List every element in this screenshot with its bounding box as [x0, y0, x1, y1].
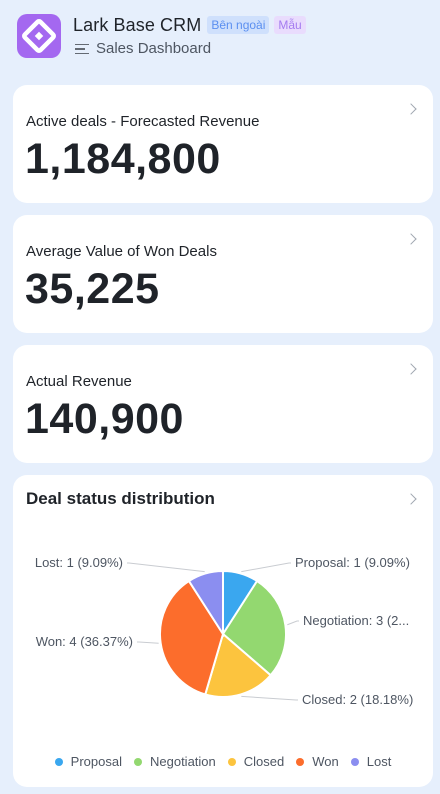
menu-icon[interactable]: [75, 43, 89, 55]
legend-item-won[interactable]: Won: [296, 754, 339, 769]
metric-card-actual-revenue[interactable]: Actual Revenue 140,900: [13, 345, 433, 463]
chevron-right-icon[interactable]: [405, 363, 417, 375]
pie-slice-negotiation[interactable]: [221, 579, 287, 677]
template-tag: Mẫu: [274, 16, 306, 34]
metric-label: Actual Revenue: [26, 373, 132, 390]
chart-card-deal-status[interactable]: Deal status distribution Proposal: 1 (9.…: [13, 475, 433, 787]
metric-label: Average Value of Won Deals: [26, 243, 217, 260]
legend-dot-icon: [350, 757, 359, 766]
data-label-proposal: Proposal: 1 (9.09%): [295, 555, 410, 570]
legend-dot-icon: [296, 757, 305, 766]
legend-dot-icon: [54, 757, 63, 766]
pie-slice-lost[interactable]: [187, 569, 224, 638]
chevron-right-icon[interactable]: [405, 103, 417, 115]
legend-label: Proposal: [70, 754, 122, 769]
pie-slice-won[interactable]: [159, 579, 225, 696]
data-label-closed: Closed: 2 (18.18%): [302, 692, 413, 707]
data-label-negotiation: Negotiation: 3 (2...: [303, 613, 409, 628]
leader-line: [137, 641, 159, 644]
legend-item-negotiation[interactable]: Negotiation: [133, 754, 216, 769]
legend-item-lost[interactable]: Lost: [350, 754, 392, 769]
pie-chart: Proposal: 1 (9.09%) Negotiation: 3 (2... C…: [35, 555, 413, 707]
dashboard-name: Sales Dashboard: [96, 40, 212, 57]
dashboard-selector[interactable]: Sales Dashboard: [75, 40, 211, 57]
chart-legend: Proposal Negotiation Closed Won Lost: [13, 754, 433, 769]
chart-title: Deal status distribution: [26, 489, 215, 508]
legend-label: Won: [312, 754, 339, 769]
app-title: Lark Base CRM: [73, 14, 202, 35]
app-logo-icon: [17, 14, 61, 58]
metric-value: 35,225: [25, 265, 160, 313]
metric-value: 1,184,800: [25, 135, 221, 183]
legend-item-closed[interactable]: Closed: [227, 754, 285, 769]
data-label-won: Won: 4 (36.37%): [36, 634, 133, 649]
external-tag: Bên ngoài: [207, 16, 270, 34]
leader-line: [241, 562, 291, 573]
legend-dot-icon: [227, 757, 236, 766]
leader-line: [287, 620, 299, 626]
leader-line: [127, 562, 205, 573]
header: Lark Base CRM Bên ngoài Mẫu Sales Dashbo…: [0, 0, 440, 78]
metric-card-forecasted-revenue[interactable]: Active deals - Forecasted Revenue 1,184,…: [13, 85, 433, 203]
chevron-right-icon[interactable]: [405, 233, 417, 245]
legend-label: Negotiation: [149, 754, 216, 769]
legend-label: Lost: [366, 754, 392, 769]
metric-card-avg-won-deals[interactable]: Average Value of Won Deals 35,225: [13, 215, 433, 333]
metric-value: 140,900: [25, 395, 184, 443]
legend-dot-icon: [133, 757, 142, 766]
leader-line: [241, 695, 298, 701]
data-label-lost: Lost: 1 (9.09%): [35, 555, 123, 570]
legend-label: Closed: [243, 754, 285, 769]
pie-slice-closed[interactable]: [204, 632, 273, 698]
metric-label: Active deals - Forecasted Revenue: [26, 113, 260, 130]
legend-item-proposal[interactable]: Proposal: [54, 754, 122, 769]
